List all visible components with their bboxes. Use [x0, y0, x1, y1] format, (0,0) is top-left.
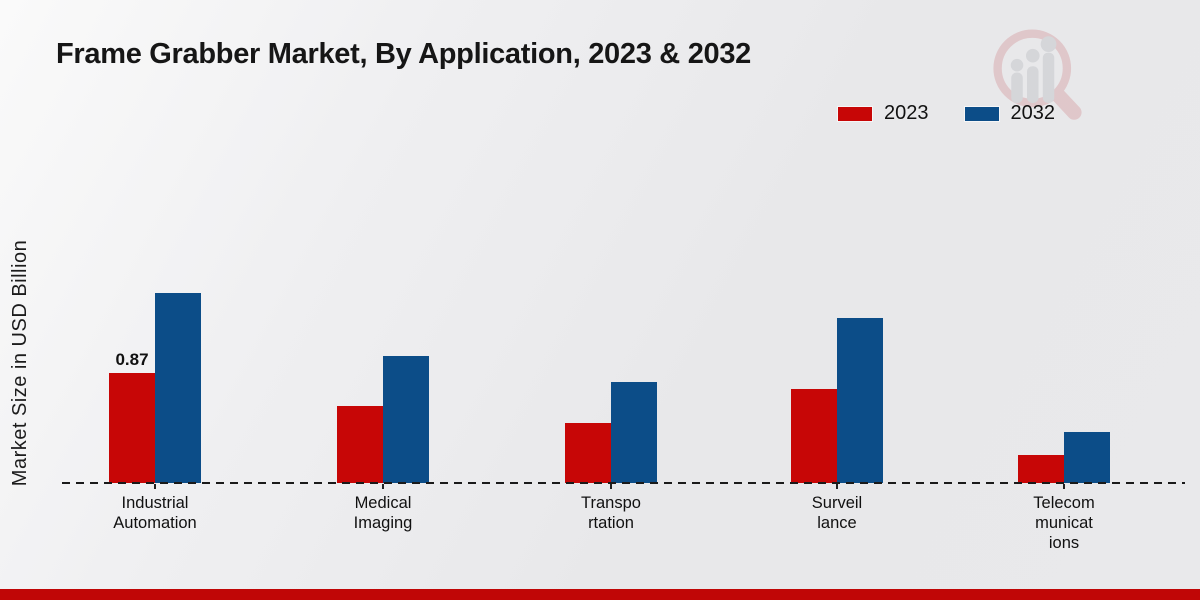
bar-2023-telecommunications [1018, 455, 1064, 483]
bar-2023-industrial-automation [109, 373, 155, 483]
x-axis-label-telecommunications: Telecom municat ions [984, 493, 1144, 553]
chart-legend: 2023 2032 [838, 102, 1055, 125]
x-axis-label-line: lance [817, 514, 857, 532]
bar-2032-surveillance [837, 318, 883, 483]
x-axis-label-line: Medical [354, 494, 412, 512]
legend-item-2023: 2023 [838, 102, 929, 125]
x-axis-label-medical-imaging: Medical Imaging [303, 493, 463, 533]
magnifier-handle-icon [1051, 88, 1082, 120]
x-axis-label-line: Transpo [581, 494, 641, 512]
x-axis-tick-transportation [610, 484, 612, 489]
chart-title: Frame Grabber Market, By Application, 20… [56, 38, 752, 70]
bar-2023-surveillance [791, 389, 837, 483]
x-axis-label-line: Telecom [1033, 494, 1095, 512]
legend-swatch-2023 [838, 106, 872, 121]
x-axis-tick-surveillance [836, 484, 838, 489]
x-axis-label-transportation: Transpo rtation [531, 493, 691, 533]
x-axis-tick-industrial-automation [154, 484, 156, 489]
x-axis-tick-telecommunications [1063, 484, 1065, 489]
x-axis-baseline [62, 482, 1185, 484]
legend-label-2023: 2023 [884, 102, 929, 124]
bar-2023-transportation [565, 423, 611, 483]
bar-value-label: 0.87 [115, 350, 149, 369]
x-axis-label-line: Automation [113, 514, 197, 532]
magnifier-logo-watermark [993, 29, 1082, 120]
x-axis-label-industrial-automation: Industrial Automation [75, 493, 235, 533]
x-axis-label-line: Surveil [811, 494, 863, 512]
bar-2023-medical-imaging [337, 406, 383, 483]
x-axis-label-line: Industrial [121, 494, 189, 512]
x-axis-label-line: Imaging [353, 514, 413, 532]
legend-swatch-2032 [964, 106, 999, 121]
x-axis-label-line: ions [1048, 534, 1080, 552]
footer-accent-bar [0, 589, 1200, 600]
x-axis-label-surveillance: Surveil lance [757, 493, 917, 533]
bar-2032-medical-imaging [383, 356, 429, 483]
legend-label-2032: 2032 [1010, 102, 1056, 124]
bar-2032-telecommunications [1064, 432, 1110, 483]
growth-bars-icon [1010, 36, 1057, 103]
x-axis-tick-medical-imaging [382, 484, 384, 489]
x-axis-label-line: rtation [588, 514, 634, 532]
bar-2032-industrial-automation [155, 293, 201, 483]
bar-2032-transportation [611, 382, 657, 483]
x-axis-label-line: municat [1035, 514, 1093, 532]
legend-item-2032: 2032 [964, 102, 1056, 125]
